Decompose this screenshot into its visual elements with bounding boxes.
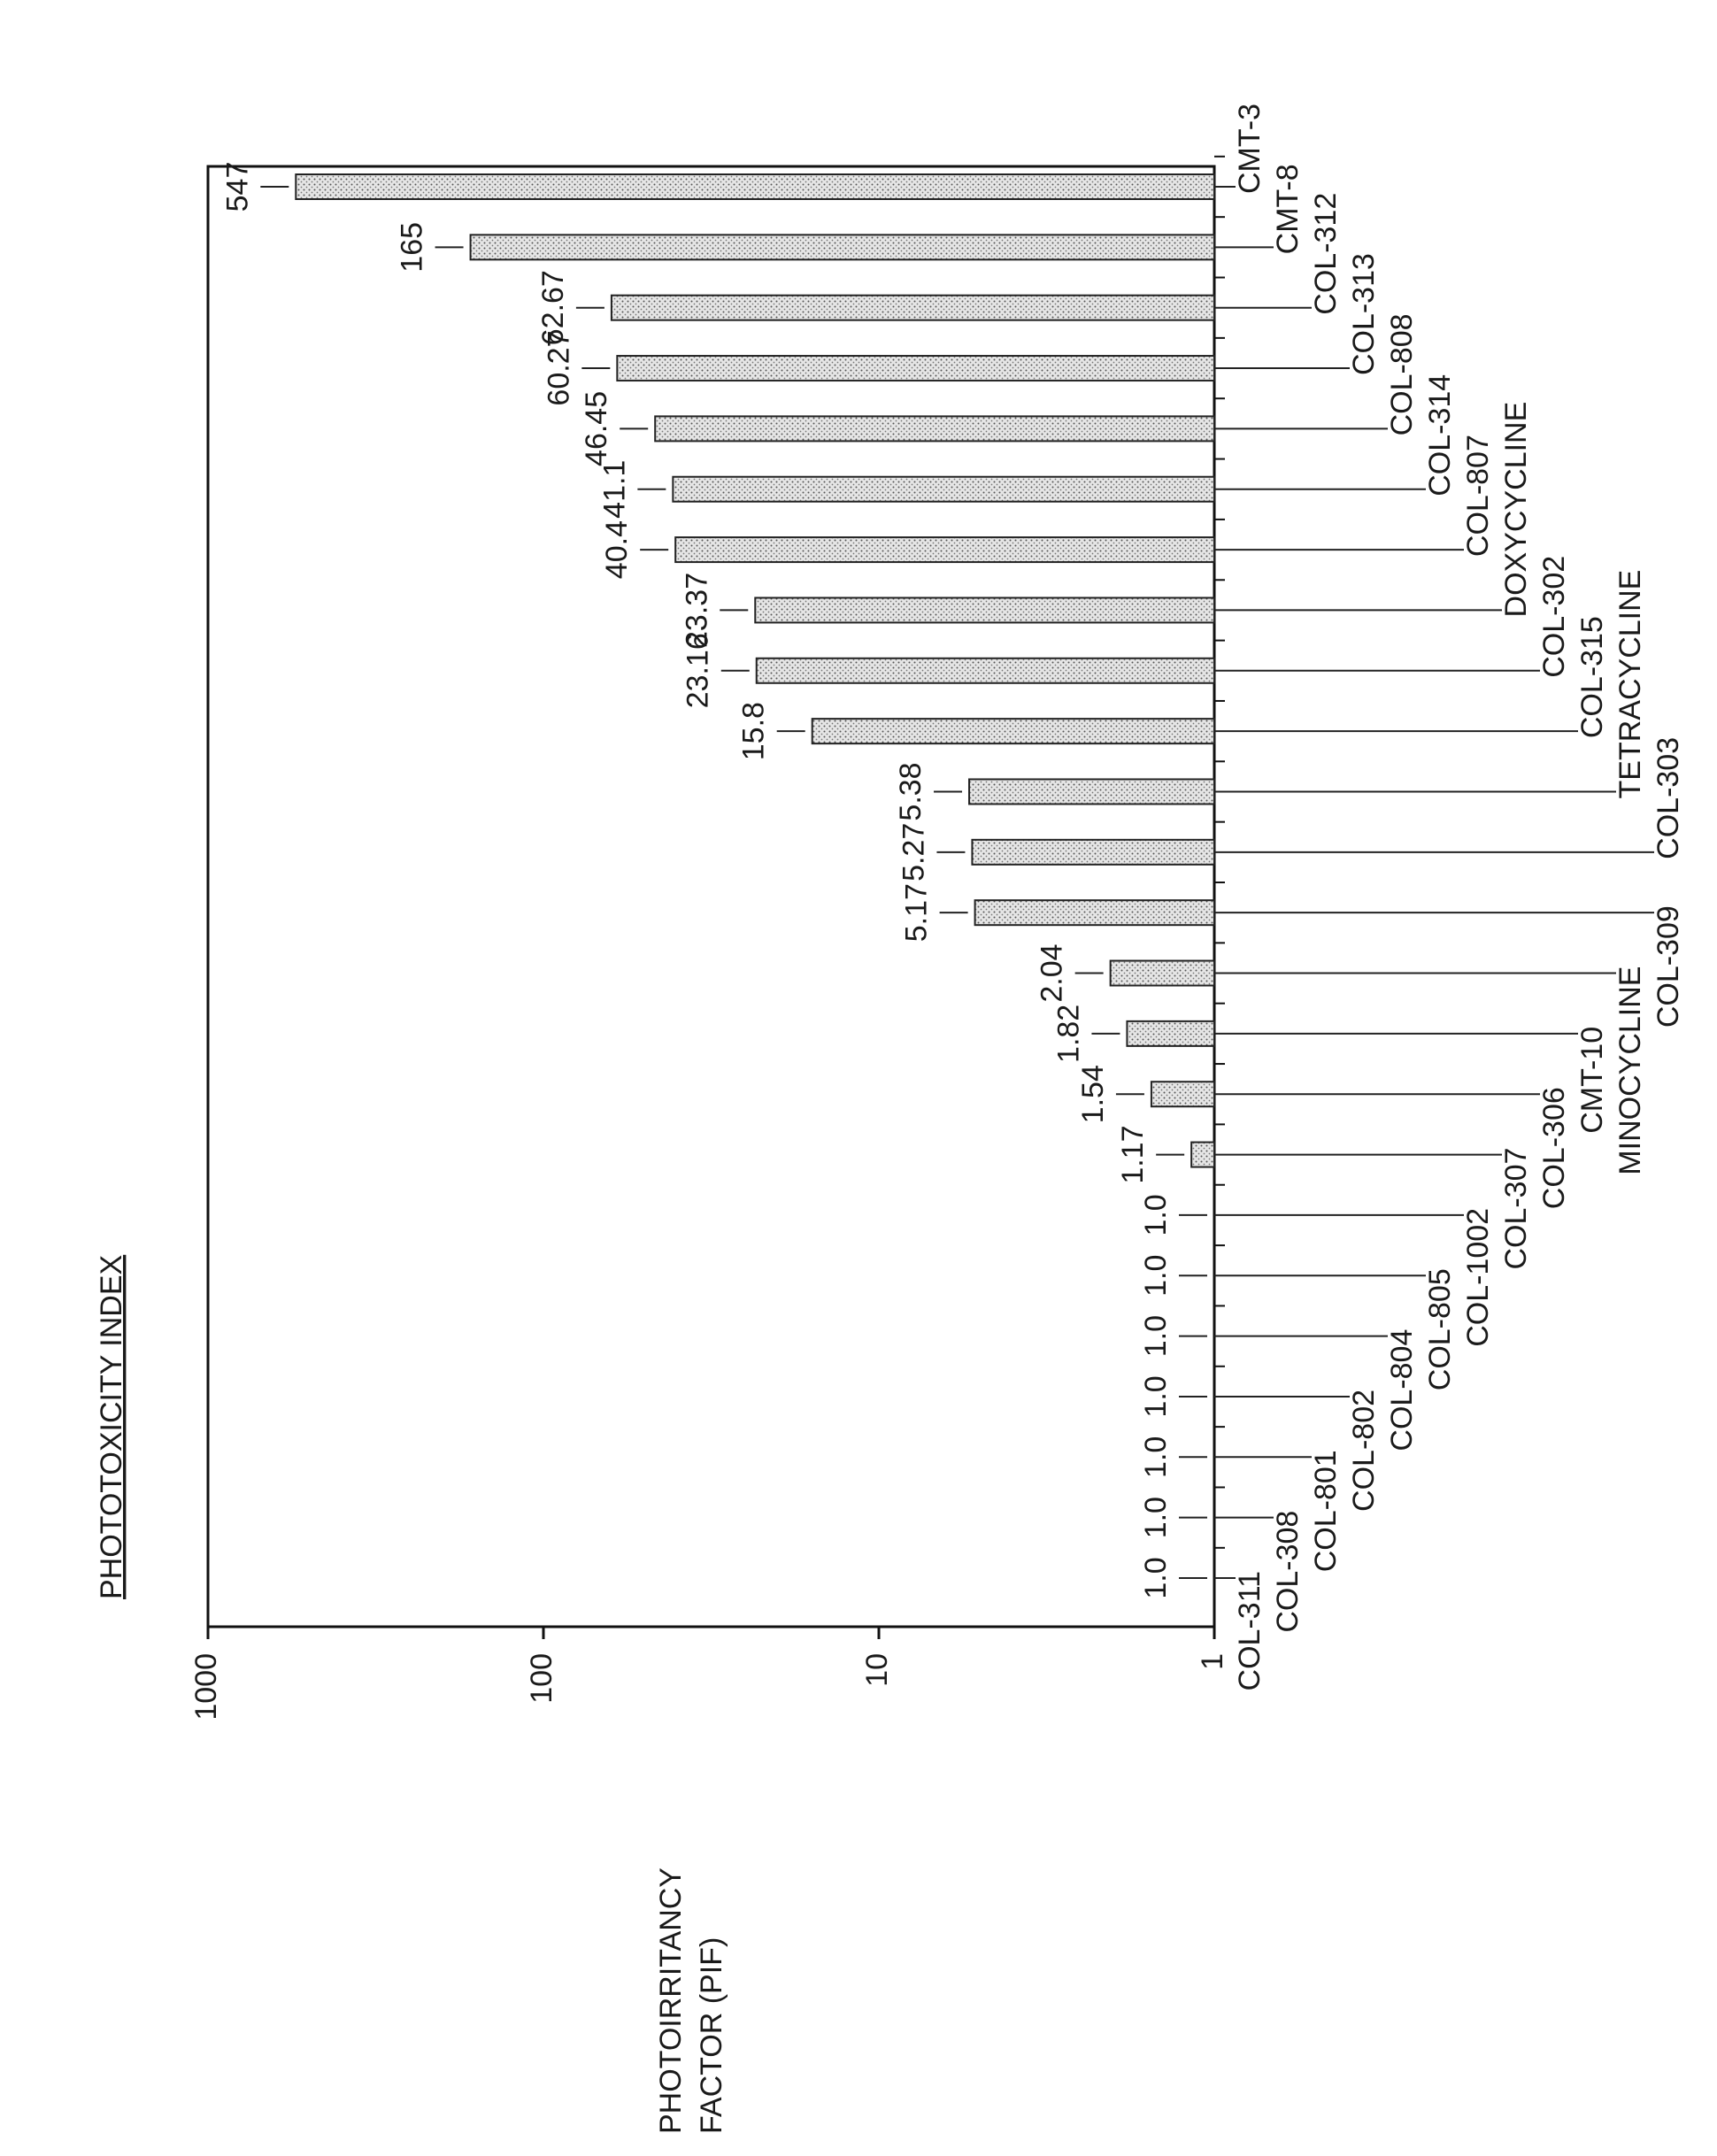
x-tick-label: COL-312 — [1309, 193, 1343, 315]
x-tick-label: TETRACYCLINE — [1613, 570, 1647, 799]
value-label: 1.82 — [1051, 1005, 1085, 1063]
value-label: 5.38 — [894, 762, 928, 820]
bar — [971, 838, 1215, 866]
bar — [811, 718, 1216, 745]
value-label: 2.04 — [1036, 943, 1069, 1002]
bar — [610, 294, 1215, 321]
y-tick-label: 100 — [525, 1653, 558, 1704]
value-label: 1.0 — [1139, 1557, 1173, 1598]
x-tick-label: CMT-3 — [1233, 104, 1267, 194]
y-tick-label: 1000 — [189, 1653, 223, 1721]
value-label: 41.1 — [597, 460, 631, 519]
value-label: 547 — [220, 162, 254, 212]
x-tick-label: COL-303 — [1652, 737, 1685, 859]
x-tick-label: MINOCYCLINE — [1613, 966, 1647, 1175]
value-label: 5.27 — [897, 823, 930, 882]
x-tick-label: COL-308 — [1271, 1511, 1305, 1633]
x-tick-label: COL-808 — [1385, 313, 1419, 435]
value-label: 1.0 — [1139, 1436, 1173, 1478]
bar — [755, 657, 1215, 684]
bar — [974, 899, 1215, 927]
y-tick-label: 10 — [860, 1653, 894, 1687]
bar — [1150, 1081, 1216, 1108]
y-axis-label: PHOTOIRRITANCY — [654, 1867, 688, 2134]
x-tick-label: DOXYCYCLINE — [1499, 402, 1533, 618]
bar — [1126, 1020, 1216, 1047]
bar — [1109, 959, 1215, 987]
x-tick-label: COL-802 — [1347, 1390, 1381, 1512]
value-label: 1.0 — [1139, 1375, 1173, 1417]
x-tick-label: COL-313 — [1347, 253, 1381, 375]
y-tick-label: 1 — [1196, 1653, 1229, 1670]
value-label: 1.0 — [1139, 1194, 1173, 1236]
value-label: 1.54 — [1076, 1065, 1110, 1123]
value-label: 23.37 — [680, 573, 713, 648]
bar — [469, 234, 1215, 261]
value-label: 1.17 — [1116, 1125, 1150, 1183]
value-label: 40.4 — [600, 520, 634, 579]
x-tick-label: COL-315 — [1575, 616, 1609, 738]
chart-title: PHOTOTOXICITY INDEX — [95, 1255, 128, 1599]
x-tick-label: COL-1002 — [1461, 1208, 1495, 1347]
x-tick-label: COL-302 — [1537, 556, 1571, 678]
x-tick-label: COL-309 — [1652, 905, 1685, 1028]
x-tick-label: CMT-10 — [1575, 1027, 1609, 1134]
bar — [654, 415, 1215, 443]
x-tick-label: COL-307 — [1499, 1148, 1533, 1270]
x-tick-label: COL-804 — [1385, 1329, 1419, 1451]
x-tick-label: COL-801 — [1309, 1450, 1343, 1572]
bar — [754, 597, 1215, 624]
x-tick-label: CMT-8 — [1271, 164, 1305, 254]
bar — [295, 173, 1215, 200]
x-tick-label: COL-805 — [1423, 1268, 1457, 1390]
value-label: 1.0 — [1139, 1315, 1173, 1357]
bar — [968, 778, 1216, 805]
value-label: 1.0 — [1139, 1497, 1173, 1538]
value-label: 15.8 — [737, 702, 771, 760]
x-tick-label: COL-807 — [1461, 435, 1495, 557]
bar — [616, 355, 1215, 382]
value-label: 165 — [396, 222, 429, 273]
bar — [1190, 1141, 1216, 1168]
bar — [672, 475, 1215, 503]
value-label: 62.67 — [536, 270, 570, 345]
x-tick-label: COL-311 — [1233, 1571, 1267, 1690]
plot-frame — [206, 165, 1216, 1629]
value-label: 23.16 — [681, 633, 715, 708]
bar — [674, 536, 1215, 564]
value-label: 60.27 — [542, 330, 575, 405]
rotated-chart: PHOTOTOXICITY INDEX PHOTOIRRITANCY FACTO… — [95, 104, 1685, 2134]
x-tick-label: COL-314 — [1423, 374, 1457, 497]
value-label: 1.0 — [1139, 1255, 1173, 1297]
x-tick-label: COL-306 — [1537, 1087, 1571, 1209]
y-axis-label: FACTOR (PIF) — [695, 1937, 728, 2134]
value-label: 46.45 — [580, 391, 613, 466]
value-label: 5.17 — [900, 883, 934, 942]
